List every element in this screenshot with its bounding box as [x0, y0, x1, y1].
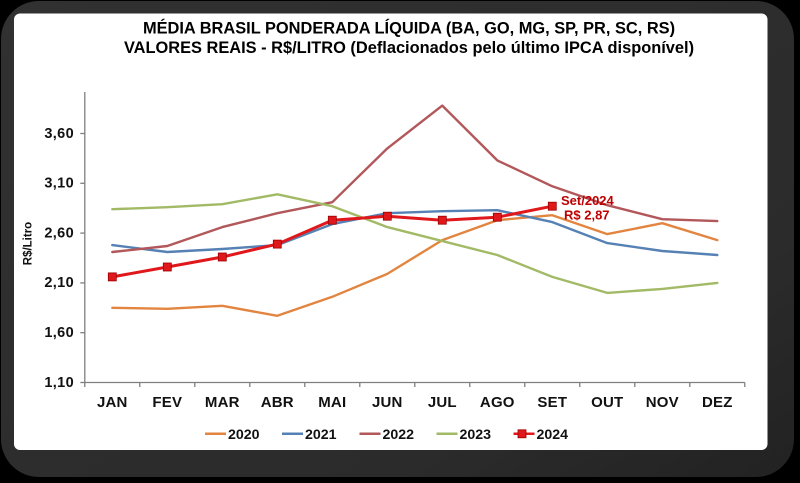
- svg-text:R$/Litro: R$/Litro: [23, 222, 35, 265]
- svg-text:2021: 2021: [305, 427, 337, 443]
- svg-text:FEV: FEV: [152, 394, 182, 411]
- svg-text:JAN: JAN: [97, 394, 128, 411]
- svg-text:3,10: 3,10: [44, 176, 74, 192]
- svg-text:3,60: 3,60: [44, 126, 74, 142]
- svg-text:NOV: NOV: [646, 394, 679, 411]
- svg-text:2020: 2020: [228, 427, 260, 443]
- svg-text:1,10: 1,10: [44, 375, 74, 391]
- svg-text:2,10: 2,10: [44, 275, 74, 291]
- svg-text:MAI: MAI: [318, 394, 346, 411]
- svg-text:Set/2024: Set/2024: [561, 193, 615, 208]
- svg-text:SET: SET: [537, 394, 567, 411]
- svg-text:OUT: OUT: [591, 394, 623, 411]
- svg-text:JUN: JUN: [372, 394, 403, 411]
- svg-text:MÉDIA BRASIL PONDERADA LÍQUIDA: MÉDIA BRASIL PONDERADA LÍQUIDA (BA, GO, …: [143, 19, 675, 38]
- svg-text:R$ 2,87: R$ 2,87: [564, 208, 610, 223]
- svg-text:2024: 2024: [537, 427, 569, 443]
- svg-text:VALORES REAIS - R$/LITRO (Defl: VALORES REAIS - R$/LITRO (Deflacionados …: [124, 39, 694, 57]
- svg-text:1,60: 1,60: [44, 325, 74, 341]
- svg-text:MAR: MAR: [205, 394, 240, 411]
- svg-text:2023: 2023: [460, 427, 492, 443]
- svg-text:JUL: JUL: [428, 394, 457, 411]
- svg-text:ABR: ABR: [261, 394, 294, 411]
- svg-text:2,60: 2,60: [44, 225, 74, 241]
- svg-text:DEZ: DEZ: [702, 394, 733, 411]
- svg-text:2022: 2022: [383, 427, 415, 443]
- svg-text:AGO: AGO: [480, 394, 515, 411]
